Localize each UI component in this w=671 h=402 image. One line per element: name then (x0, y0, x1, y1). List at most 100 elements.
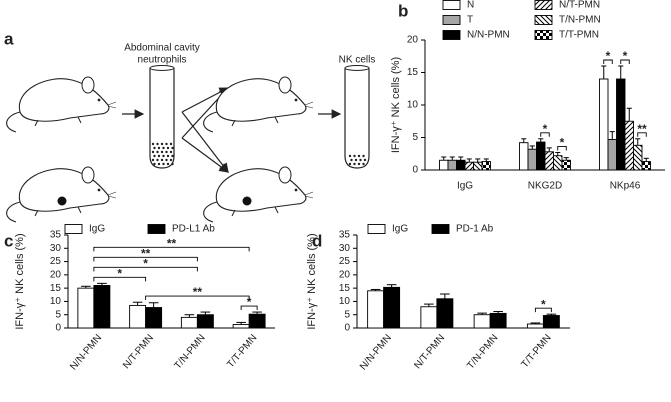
bar (180, 316, 198, 329)
significance-label: ** (637, 122, 647, 136)
y-axis-label: IFN-γ⁺ NK cells (%) (390, 57, 402, 153)
cell (160, 150, 164, 154)
y-tick-label: 0 (55, 323, 61, 334)
bar (77, 287, 95, 329)
cell (362, 154, 365, 158)
significance-label: * (560, 136, 565, 150)
bar (641, 161, 651, 171)
cells (348, 154, 367, 166)
x-tick-label: N/T-PMN (412, 333, 447, 372)
cell (165, 142, 168, 146)
legend-label: IgG (392, 224, 408, 235)
bar (129, 304, 147, 329)
significance-label: * (247, 295, 252, 309)
significance-bracket (557, 146, 567, 151)
bar (561, 159, 571, 171)
bar (456, 159, 466, 171)
x-tick-label: N/T-PMN (121, 333, 156, 372)
x-tick-label: N/N-PMN (68, 333, 104, 373)
cell (162, 146, 165, 150)
legend-label: PD-1 Ab (456, 224, 494, 235)
significance-label: * (606, 49, 611, 63)
y-tick-label: 20 (50, 269, 62, 280)
arrow (181, 137, 229, 173)
bar (633, 144, 643, 171)
legend-swatch (534, 0, 553, 10)
bar (553, 155, 563, 171)
significance-label: * (143, 257, 148, 271)
cell (166, 154, 170, 158)
bar (473, 314, 491, 329)
mouse (6, 166, 117, 223)
legend-swatch (534, 30, 553, 40)
x-tick-label: T/N-PMN (465, 333, 500, 372)
legend-label: IgG (89, 224, 105, 235)
y-tick-label: 5 (412, 132, 418, 143)
significance-bracket (145, 295, 250, 301)
significance-label: * (543, 122, 548, 136)
cell (160, 142, 164, 146)
y-axis-label: IFN-γ⁺ NK cells (%) (306, 233, 318, 329)
y-tick-label: 5 (344, 309, 350, 320)
cell (359, 158, 362, 162)
arrow (181, 111, 229, 173)
bar (616, 78, 626, 171)
cell (153, 146, 156, 150)
significance-bracket (93, 256, 198, 262)
y-tick-label: 15 (339, 283, 351, 294)
y-tick-label: 25 (339, 256, 351, 267)
legend-label: T (467, 15, 473, 26)
significance-bracket (540, 132, 550, 137)
panel-label: c (4, 231, 13, 250)
bar (367, 290, 385, 329)
bar (542, 315, 560, 329)
cell (171, 146, 174, 150)
significance-bracket (93, 266, 198, 272)
cell (354, 158, 358, 162)
cell (353, 162, 356, 166)
cell (165, 150, 168, 154)
mouse (203, 166, 314, 223)
bar (519, 142, 529, 171)
bar (489, 312, 507, 329)
significance-label: ** (141, 247, 151, 261)
cell (156, 158, 159, 162)
y-tick-label: 10 (339, 296, 351, 307)
significance-bracket (93, 276, 147, 282)
bar (527, 148, 537, 171)
cell (348, 154, 352, 158)
cell (157, 154, 161, 158)
mouse (203, 76, 314, 133)
x-tick-label: N/N-PMN (358, 333, 394, 373)
cell (169, 150, 173, 154)
y-tick-label: 30 (50, 243, 62, 254)
cell (171, 154, 174, 158)
y-tick-label: 5 (55, 309, 61, 320)
cell (153, 154, 156, 158)
legend-swatch (442, 15, 461, 25)
legend-swatch (367, 224, 386, 234)
x-tick-label: NKp46 (610, 181, 641, 192)
cell (151, 150, 155, 154)
cell (151, 158, 155, 162)
bar (464, 161, 474, 171)
significance-bracket (93, 246, 250, 252)
bar (248, 313, 266, 329)
cell (353, 154, 356, 158)
bar (473, 161, 483, 171)
cell (156, 150, 159, 154)
x-tick-label: T/T-PMN (225, 333, 259, 371)
diagram-label: NK cells (339, 55, 376, 66)
cell (157, 146, 161, 150)
cells (151, 142, 174, 166)
significance-label: * (117, 267, 122, 281)
bar (447, 159, 457, 171)
significance-label: ** (193, 285, 203, 299)
y-tick-label: 35 (339, 230, 351, 241)
panel-label: d (312, 231, 322, 250)
bar (436, 298, 454, 329)
cell (357, 162, 361, 166)
x-tick-label: NKG2D (528, 181, 562, 192)
y-tick-label: 20 (407, 35, 419, 46)
